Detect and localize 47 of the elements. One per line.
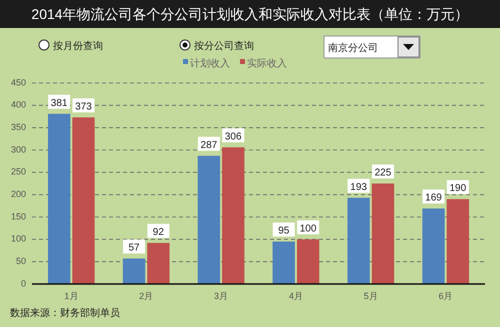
data-label: 193 [350, 182, 368, 193]
y-tick-label: 350 [10, 122, 26, 132]
bar [296, 239, 320, 284]
y-tick-label: 200 [10, 189, 26, 200]
data-label: 381 [50, 98, 68, 109]
source-note: 数据来源：财务部制单员 [10, 307, 120, 319]
text: 南京分公司 [328, 42, 378, 54]
legend-label: 实际收入 [247, 58, 287, 70]
y-tick-label: 250 [10, 166, 26, 177]
text: 按分公司查询 [194, 40, 254, 52]
data-label: 100 [300, 223, 317, 234]
data-label: 57 [128, 242, 140, 254]
y-tick-label: 150 [10, 211, 26, 222]
x-tick-label: 5月 [364, 291, 378, 301]
bar [422, 208, 445, 284]
x-tick-label: 6月 [438, 291, 453, 301]
x-tick-label: 4月 [288, 291, 303, 301]
data-label: 190 [450, 183, 467, 194]
y-tick-label: 300 [10, 144, 26, 154]
bar [147, 242, 170, 284]
data-label: 306 [224, 131, 242, 142]
data-label: 92 [152, 226, 164, 238]
bar [446, 199, 470, 284]
bar [222, 147, 244, 284]
x-tick-label: 2月 [139, 291, 154, 301]
data-label: 373 [75, 101, 92, 112]
x-tick-label: 3月 [214, 291, 228, 301]
y-tick-label: 400 [10, 100, 26, 110]
bar [272, 242, 295, 284]
legend-label: 计划收入 [190, 58, 230, 70]
bar [48, 114, 70, 284]
chart-title: 2014年物流公司各个分公司计划收入和实际收入对比表（单位：万元） [31, 6, 469, 22]
bar [372, 184, 394, 284]
y-tick-label: 0 [20, 278, 26, 288]
bar [72, 117, 95, 284]
y-tick-label: 50 [16, 256, 26, 266]
y-tick-label: 100 [10, 234, 26, 244]
text: 按月份查询 [53, 40, 103, 52]
bar [198, 156, 220, 284]
data-label: 95 [278, 226, 290, 237]
x-tick-label: 1月 [64, 291, 78, 301]
data-label: 287 [200, 140, 218, 151]
bar [122, 258, 146, 284]
data-label: 169 [425, 192, 442, 204]
data-label: 225 [374, 168, 392, 178]
bar [347, 198, 370, 284]
y-tick-label: 450 [10, 77, 26, 88]
